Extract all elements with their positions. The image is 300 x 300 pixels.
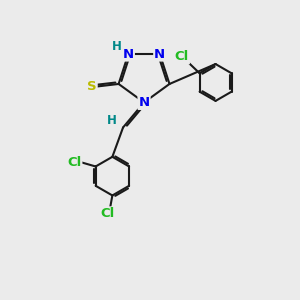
- Text: H: H: [112, 40, 122, 53]
- Text: N: N: [123, 48, 134, 61]
- Text: N: N: [139, 96, 150, 109]
- Text: N: N: [154, 48, 165, 61]
- Text: Cl: Cl: [175, 50, 189, 63]
- Text: Cl: Cl: [67, 155, 81, 169]
- Text: Cl: Cl: [100, 207, 114, 220]
- Text: S: S: [87, 80, 97, 93]
- Text: H: H: [107, 115, 117, 128]
